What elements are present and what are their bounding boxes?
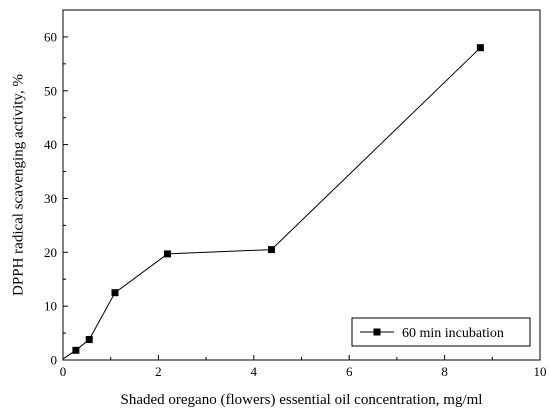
data-point-5 [267, 246, 275, 254]
data-point-4 [163, 250, 171, 258]
x-tick-label-5: 10 [534, 364, 547, 379]
x-tick-label-1: 2 [155, 364, 162, 379]
x-tick-label-3: 6 [346, 364, 353, 379]
y-tick-label-6: 60 [44, 29, 57, 44]
legend: 60 min incubation [351, 317, 531, 347]
plot-frame [62, 9, 541, 361]
x-tick-label-4: 8 [441, 364, 448, 379]
data-point-2 [85, 336, 93, 344]
series-layer [62, 44, 484, 360]
y-tick-label-2: 20 [44, 245, 57, 260]
y-tick-label-0: 0 [51, 353, 58, 368]
series-line-0 [62, 47, 481, 360]
y-tick-label-3: 30 [44, 191, 57, 206]
x-axis-ticks: 0 2 4 6 8 10 [60, 355, 547, 379]
data-point-1 [72, 346, 80, 354]
x-axis-label: Shaded oregano (flowers) essential oil c… [121, 392, 483, 408]
legend-label: 60 min incubation [402, 326, 504, 341]
data-point-6 [476, 44, 484, 52]
data-point-3 [111, 289, 119, 297]
y-axis-label: DPPH radical scavenging activity, % [10, 74, 26, 296]
x-tick-label-2: 4 [251, 364, 258, 379]
y-tick-label-4: 40 [44, 137, 57, 152]
y-tick-label-5: 50 [44, 83, 57, 98]
x-tick-label-0: 0 [60, 364, 67, 379]
y-tick-label-1: 10 [44, 299, 57, 314]
y-axis-ticks: 0 10 20 30 40 50 60 [44, 29, 68, 368]
plot-area [62, 9, 541, 361]
legend-marker [373, 328, 381, 336]
